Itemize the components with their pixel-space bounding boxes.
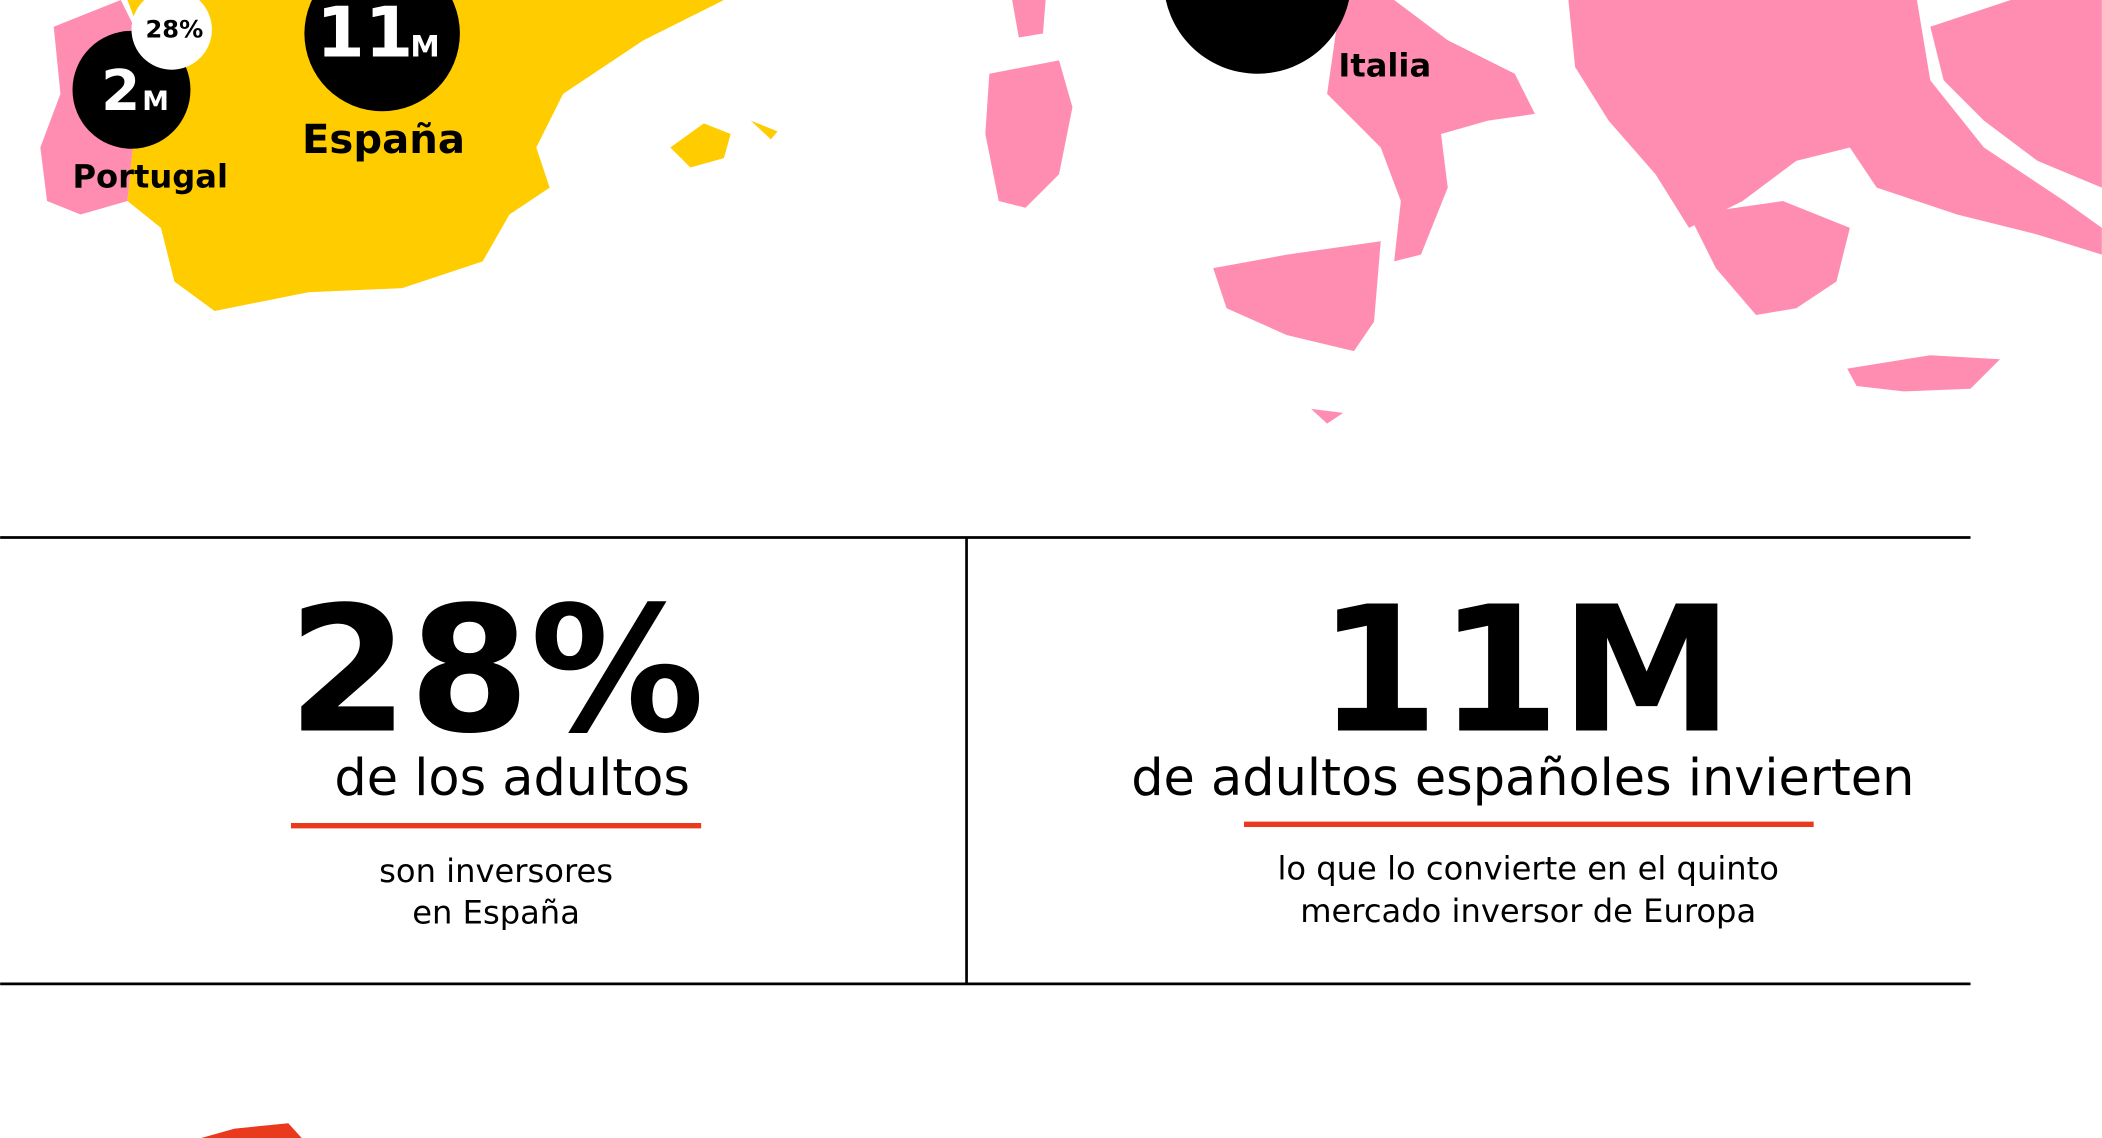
spain-shape bbox=[127, 0, 724, 311]
unit-label: M bbox=[142, 86, 169, 117]
greece-shape bbox=[1689, 201, 2001, 392]
stat-big: 28% bbox=[288, 570, 705, 773]
stat-note: son inversores bbox=[379, 852, 613, 890]
balearic-shape bbox=[670, 120, 778, 168]
stat-note: en España bbox=[412, 894, 580, 932]
bubble bbox=[304, 0, 460, 112]
region-label: Portugal bbox=[72, 158, 228, 196]
stat-note: mercado inversor de Europa bbox=[1300, 892, 1756, 930]
region-label: España bbox=[302, 117, 465, 163]
unit-label: M bbox=[410, 29, 439, 63]
sicily-shape bbox=[1213, 241, 1381, 424]
value-label: 2 bbox=[101, 59, 140, 124]
bubble bbox=[1165, 0, 1350, 74]
value-label: 11 bbox=[316, 0, 413, 73]
turkey-shape bbox=[1930, 0, 2102, 188]
stat-note: lo que lo convierte en el quinto bbox=[1277, 849, 1778, 887]
stat-big: 11M bbox=[1318, 570, 1734, 773]
sardinia-shape bbox=[985, 0, 1073, 208]
italy-shape bbox=[1327, 0, 1535, 262]
stat-caption: de adultos españoles invierten bbox=[1131, 749, 1914, 808]
icon bbox=[201, 1123, 302, 1138]
bubble-share bbox=[131, 0, 212, 70]
region-label: Italia bbox=[1338, 46, 1431, 84]
balkans-shape bbox=[1568, 0, 2102, 255]
share-label: 28% bbox=[146, 16, 204, 44]
map bbox=[40, 0, 2102, 424]
stat-caption: de los adultos bbox=[334, 749, 689, 808]
